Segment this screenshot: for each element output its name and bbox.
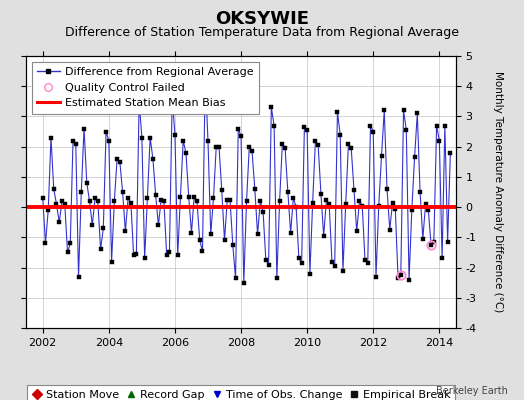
Text: Difference of Station Temperature Data from Regional Average: Difference of Station Temperature Data f…: [65, 26, 459, 39]
Text: OKSYWIE: OKSYWIE: [215, 10, 309, 28]
Legend: Station Move, Record Gap, Time of Obs. Change, Empirical Break: Station Move, Record Gap, Time of Obs. C…: [27, 385, 455, 400]
Y-axis label: Monthly Temperature Anomaly Difference (°C): Monthly Temperature Anomaly Difference (…: [494, 71, 504, 313]
Text: Berkeley Earth: Berkeley Earth: [436, 386, 508, 396]
